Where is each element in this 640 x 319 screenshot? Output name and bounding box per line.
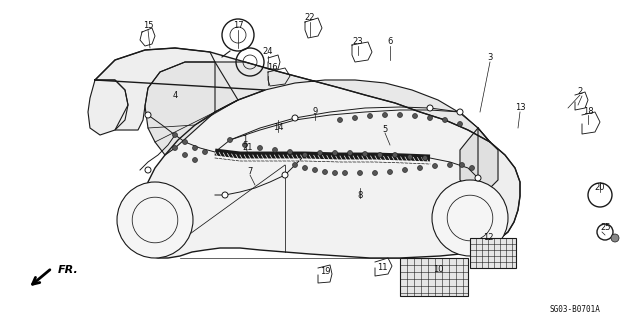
Text: 21: 21	[243, 144, 253, 152]
Circle shape	[273, 147, 278, 152]
Circle shape	[348, 151, 353, 155]
Circle shape	[333, 151, 337, 155]
Circle shape	[470, 166, 474, 170]
Text: 25: 25	[601, 224, 611, 233]
Circle shape	[392, 152, 397, 158]
Circle shape	[287, 150, 292, 154]
Circle shape	[458, 122, 463, 127]
Circle shape	[333, 170, 337, 175]
Text: 5: 5	[382, 125, 388, 135]
Circle shape	[182, 139, 188, 145]
Polygon shape	[88, 80, 128, 135]
FancyBboxPatch shape	[400, 258, 468, 296]
Circle shape	[303, 166, 307, 170]
Circle shape	[417, 166, 422, 170]
Text: 13: 13	[515, 103, 525, 113]
Circle shape	[427, 105, 433, 111]
Circle shape	[342, 170, 348, 175]
Text: 17: 17	[233, 20, 243, 29]
Text: 19: 19	[320, 268, 330, 277]
Polygon shape	[215, 62, 490, 142]
Text: 1: 1	[243, 136, 248, 145]
Circle shape	[433, 164, 438, 168]
Text: 12: 12	[483, 234, 493, 242]
FancyBboxPatch shape	[470, 238, 516, 268]
Circle shape	[303, 152, 307, 158]
Circle shape	[460, 162, 465, 167]
Circle shape	[358, 170, 362, 175]
Circle shape	[243, 143, 248, 147]
Circle shape	[145, 112, 151, 118]
Text: 24: 24	[263, 48, 273, 56]
Circle shape	[117, 182, 193, 258]
Circle shape	[397, 113, 403, 117]
Circle shape	[611, 234, 619, 242]
Circle shape	[378, 152, 383, 158]
Circle shape	[408, 154, 413, 160]
Circle shape	[383, 113, 387, 117]
Circle shape	[145, 167, 151, 173]
Text: 7: 7	[247, 167, 253, 176]
Text: 23: 23	[353, 38, 364, 47]
Circle shape	[282, 172, 288, 178]
Circle shape	[323, 169, 328, 174]
Text: 8: 8	[357, 190, 363, 199]
Text: 4: 4	[172, 91, 178, 100]
Circle shape	[422, 155, 428, 160]
Circle shape	[432, 180, 508, 256]
Text: 15: 15	[143, 20, 153, 29]
Text: 3: 3	[487, 54, 493, 63]
Circle shape	[362, 152, 367, 157]
Circle shape	[173, 132, 177, 137]
Circle shape	[447, 162, 452, 167]
Circle shape	[475, 175, 481, 181]
Circle shape	[182, 152, 188, 158]
Circle shape	[227, 137, 232, 143]
Circle shape	[292, 115, 298, 121]
Polygon shape	[478, 128, 520, 250]
Text: 18: 18	[582, 108, 593, 116]
Polygon shape	[145, 62, 238, 155]
Text: 10: 10	[433, 265, 444, 275]
Text: 22: 22	[305, 13, 316, 23]
Circle shape	[403, 167, 408, 173]
Circle shape	[367, 114, 372, 118]
Text: 16: 16	[267, 63, 277, 72]
Polygon shape	[460, 128, 498, 190]
Text: 2: 2	[577, 87, 582, 97]
Text: 20: 20	[595, 183, 605, 192]
Circle shape	[413, 114, 417, 118]
Text: 6: 6	[387, 38, 393, 47]
Circle shape	[457, 109, 463, 115]
Circle shape	[193, 158, 198, 162]
Circle shape	[193, 145, 198, 151]
Text: 11: 11	[377, 263, 387, 272]
Circle shape	[312, 167, 317, 173]
Circle shape	[442, 117, 447, 122]
Circle shape	[292, 162, 298, 167]
Circle shape	[428, 115, 433, 121]
Circle shape	[222, 192, 228, 198]
Circle shape	[317, 151, 323, 155]
Text: 14: 14	[273, 123, 284, 132]
Text: FR.: FR.	[58, 265, 79, 275]
Circle shape	[387, 169, 392, 174]
Polygon shape	[478, 188, 498, 250]
Circle shape	[337, 117, 342, 122]
Polygon shape	[95, 48, 215, 130]
Circle shape	[353, 115, 358, 121]
Circle shape	[173, 145, 177, 151]
Polygon shape	[95, 48, 520, 258]
Text: SG03-B0701A: SG03-B0701A	[550, 306, 600, 315]
Circle shape	[257, 145, 262, 151]
Text: 9: 9	[312, 108, 317, 116]
Circle shape	[202, 150, 207, 154]
Circle shape	[372, 170, 378, 175]
